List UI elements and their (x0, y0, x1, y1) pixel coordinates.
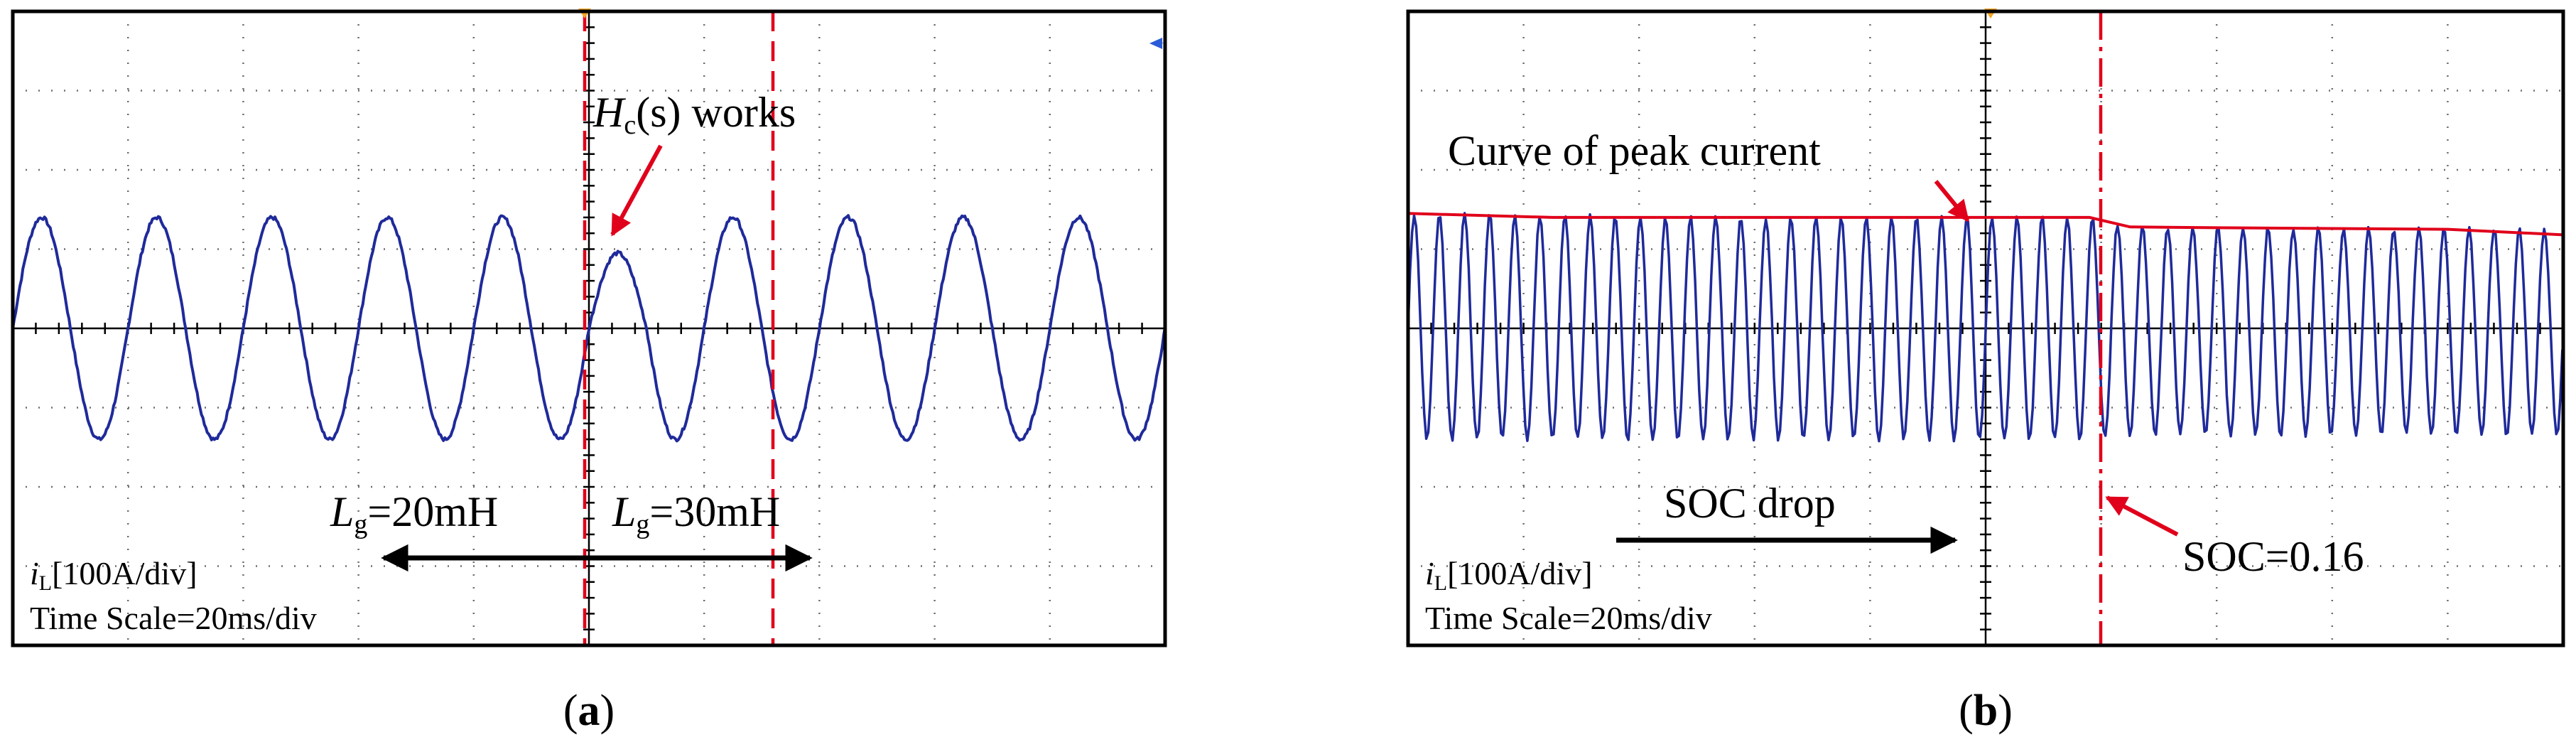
panel-b-current-trace (1407, 212, 2564, 443)
oscilloscope-panel-a: Hc(s) works Lg=20mH Lg=30mH iL[100A/div]… (11, 9, 1167, 735)
panel-b-soc-drop-label: SOC drop (1664, 480, 1836, 527)
panel-a-lg2-label: Lg=30mH (612, 488, 780, 539)
panel-b-time-scale: Time Scale=20ms/div (1425, 600, 1712, 636)
panel-a-grid (13, 11, 1165, 645)
panel-a-caption: (a) (563, 687, 615, 735)
panel-b-frame (1406, 9, 2565, 647)
panel-b-scale-label: iL[100A/div] (1425, 555, 1593, 595)
oscilloscope-panel-b: Curve of peak current SOC drop SOC=0.16 … (1406, 9, 2565, 735)
panel-a-frame (11, 9, 1167, 647)
panel-b-curve-arrow (1934, 180, 1970, 222)
panel-a-hc-arrow (610, 144, 663, 237)
panel-b-soc-value-label: SOC=0.16 (2182, 533, 2364, 580)
panel-a-current-waveform (11, 214, 1167, 443)
panel-b-curve-label: Curve of peak current (1448, 127, 1821, 174)
panel-b-peak-current-curve (1407, 212, 2564, 237)
panel-a-hc-annotation: Hc(s) works (592, 89, 796, 140)
panel-a-level-arrow (1149, 38, 1162, 49)
panel-a-scale-label: iL[100A/div] (30, 555, 197, 595)
panel-a-time-scale: Time Scale=20ms/div (30, 600, 317, 636)
panel-b-current-waveform (1407, 212, 2564, 443)
panel-b-caption: (b) (1959, 687, 2013, 735)
panel-a-current-trace (11, 214, 1167, 443)
panel-a-lg1-label: Lg=20mH (330, 488, 498, 539)
panel-b-soc-arrow (2105, 495, 2179, 537)
